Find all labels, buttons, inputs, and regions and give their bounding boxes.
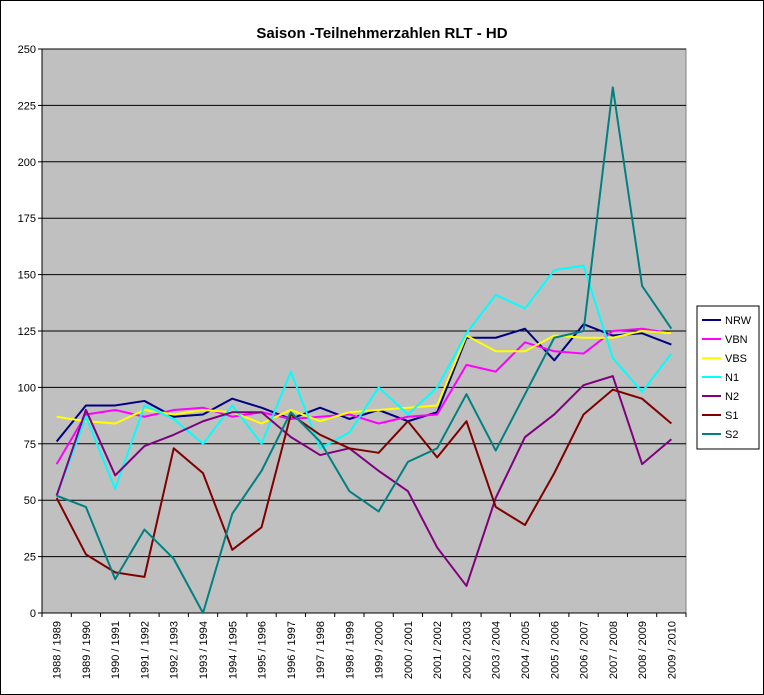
series-line [55,323,672,443]
x-tick-label: 2009 / 2010 [666,621,678,679]
legend-label: N2 [725,391,739,403]
y-tick-label: 25 [24,552,36,564]
legend-label: NRW [725,315,752,327]
x-tick-label: 1998 / 1999 [344,621,356,679]
x-tick-label: 1992 / 1993 [169,621,181,679]
x-tick-label: 2005 / 2006 [549,621,561,679]
x-tick-label: 2000 / 2001 [403,621,415,679]
y-tick-label: 200 [18,157,36,169]
series-line [55,327,672,465]
series-line [56,86,673,614]
x-tick-label: 2007 / 2008 [608,621,620,679]
x-tick-label: 1997 / 1998 [315,621,327,679]
series-line [55,375,673,587]
x-tick-label: 1993 / 1994 [198,621,210,679]
x-tick-label: 2003 / 2004 [491,621,503,679]
y-tick-label: 175 [18,213,36,225]
y-tick-label: 225 [18,100,36,112]
x-tick-label: 2004 / 2005 [520,621,532,679]
legend-label: VBS [725,353,747,365]
x-tick-label: 1989 / 1990 [81,621,93,679]
x-tick-label: 2006 / 2007 [579,621,591,679]
legend-label: S2 [725,429,738,441]
series-line [55,264,673,497]
legend-label: S1 [725,410,738,422]
series-line [55,388,673,578]
y-tick-label: 125 [18,326,36,338]
legend-label: VBN [725,334,748,346]
x-tick-label: 1994 / 1995 [227,621,239,679]
y-tick-label: 75 [24,439,36,451]
x-tick-label: 2002 / 2003 [461,621,473,679]
y-tick-label: 0 [30,608,36,620]
y-tick-label: 100 [18,382,36,394]
x-tick-label: 2008 / 2009 [637,621,649,679]
x-tick-label: 1991 / 1992 [139,621,151,679]
x-tick-label: 1999 / 2000 [374,621,386,679]
legend-label: N1 [725,372,739,384]
y-tick-label: 250 [18,44,36,56]
x-tick-label: 1996 / 1997 [286,621,298,679]
x-tick-label: 1988 / 1989 [52,621,64,679]
y-tick-label: 50 [24,495,36,507]
x-tick-label: 1990 / 1991 [110,621,122,679]
y-tick-label: 150 [18,270,36,282]
x-tick-label: 2001 / 2002 [432,621,444,679]
x-tick-label: 1995 / 1996 [257,621,269,679]
chart-title: Saison -Teilnehmerzahlen RLT - HD [256,25,507,42]
